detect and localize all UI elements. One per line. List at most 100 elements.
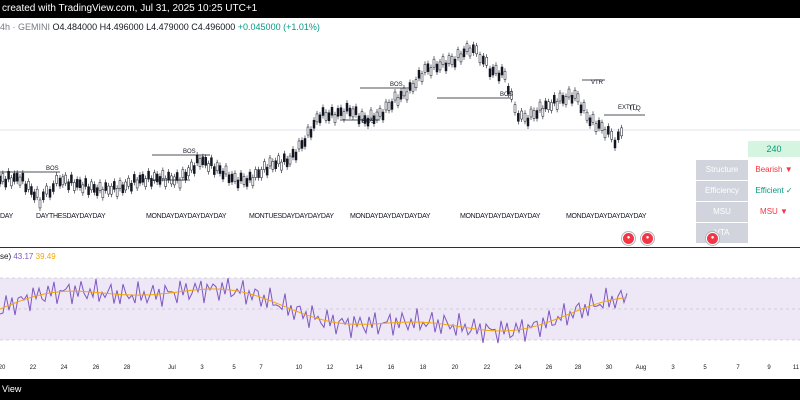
candle-body	[588, 117, 592, 126]
candle-body	[138, 174, 142, 184]
bos-label: BOS	[500, 92, 513, 98]
price-chart[interactable]	[0, 20, 800, 248]
candle-body	[195, 154, 199, 164]
candle-body	[327, 112, 331, 121]
candle-body	[115, 188, 119, 197]
candle-body	[224, 165, 228, 175]
candle-body	[294, 151, 298, 161]
candle-body	[538, 101, 542, 111]
candle-body	[617, 131, 620, 140]
candle-body	[579, 104, 583, 114]
candle-body	[312, 119, 316, 129]
candle-body	[336, 108, 340, 117]
msu-key: MSU	[696, 202, 748, 222]
candle-body	[547, 101, 550, 110]
candle-body	[597, 120, 601, 129]
candle-body	[84, 178, 87, 187]
candle-body	[48, 189, 52, 198]
structure-key: Structure	[696, 160, 748, 180]
candle-body	[318, 114, 322, 124]
candle-body	[576, 93, 580, 103]
candle-body	[291, 148, 295, 158]
candle-body	[523, 112, 527, 122]
time-axis-tick: 16	[387, 365, 395, 371]
candle-body	[61, 176, 65, 186]
candle-body	[260, 169, 263, 178]
candle-body	[38, 199, 42, 209]
candle-body	[610, 131, 613, 140]
pane-divider[interactable]	[0, 247, 800, 248]
rsi-pane[interactable]	[0, 248, 800, 360]
candle-body	[118, 180, 122, 189]
candle-body	[254, 169, 257, 178]
candle-body	[405, 91, 409, 101]
economic-event-flag-icon[interactable]: ●	[706, 232, 719, 245]
vta-key: VTA	[696, 223, 748, 243]
time-axis[interactable]: 20 22 24 26 28 Jul 3 5 7 10 12 14 16 18 20 22 24 26 28 30 Au…	[0, 362, 800, 376]
candle-body	[517, 113, 520, 122]
vta-value	[748, 223, 800, 243]
candle-body	[541, 107, 545, 117]
candle-body	[426, 63, 430, 72]
candle-body	[24, 183, 27, 193]
rsi-line	[0, 278, 628, 344]
candle-body	[75, 179, 79, 188]
candle-body	[239, 172, 243, 182]
candle-body	[95, 187, 99, 196]
candle-body	[230, 173, 234, 183]
candle-body	[184, 171, 187, 181]
candle-body	[207, 163, 210, 172]
table-row: MSU MSU ▼	[696, 202, 800, 222]
rsi-indicator	[0, 277, 800, 344]
ext-label: EXT(T)	[618, 105, 638, 111]
candle-body	[535, 110, 539, 119]
candle-body	[150, 178, 153, 187]
candle-body	[494, 64, 498, 74]
candle-body	[277, 155, 280, 165]
candle-body	[378, 107, 382, 117]
table-row: Efficiency Efficient ✓	[696, 181, 800, 201]
candle-body	[553, 94, 556, 104]
candle-body	[101, 189, 105, 198]
time-axis-tick: 24	[514, 365, 522, 371]
candle-body	[204, 157, 207, 166]
time-axis-tick: 18	[419, 365, 427, 371]
candle-body	[27, 181, 30, 190]
candle-body	[190, 161, 193, 171]
time-axis-tick: 30	[605, 365, 613, 371]
candle-body	[488, 68, 492, 77]
candle-body	[124, 181, 127, 191]
rsi-value: 43.17	[13, 252, 34, 261]
candle-body	[475, 45, 478, 55]
candle-body	[297, 140, 301, 150]
candle-body	[600, 122, 604, 131]
candle-body	[198, 158, 202, 167]
candle-body	[417, 70, 421, 79]
candle-body	[280, 161, 283, 171]
candle-body	[468, 47, 472, 57]
time-axis-tick: 26	[92, 365, 100, 371]
candle-body	[381, 111, 385, 121]
candle-body	[7, 170, 10, 180]
bos-label: BOS	[390, 82, 403, 88]
candle-body	[0, 175, 2, 185]
candle-body	[561, 95, 565, 104]
candle-body	[324, 111, 328, 121]
candle-body	[390, 101, 394, 110]
candle-body	[283, 153, 286, 163]
candle-body	[414, 79, 418, 88]
candle-body	[33, 191, 36, 201]
time-axis-tick: 9	[767, 365, 771, 371]
economic-event-flag-icon[interactable]: ●	[622, 232, 635, 245]
rsi-ma-value: 39.49	[35, 252, 56, 261]
rsi-legend: se) 43.17 39.49	[0, 252, 56, 261]
candle-body	[30, 186, 33, 195]
high-value: H4.496000	[99, 22, 144, 32]
economic-event-flag-icon[interactable]: ●	[641, 232, 654, 245]
candle-body	[513, 104, 517, 113]
candle-body	[491, 66, 495, 76]
candle-body	[265, 166, 269, 176]
candle-body	[613, 139, 617, 149]
candle-body	[567, 88, 571, 98]
time-axis-tick: 12	[326, 365, 334, 371]
